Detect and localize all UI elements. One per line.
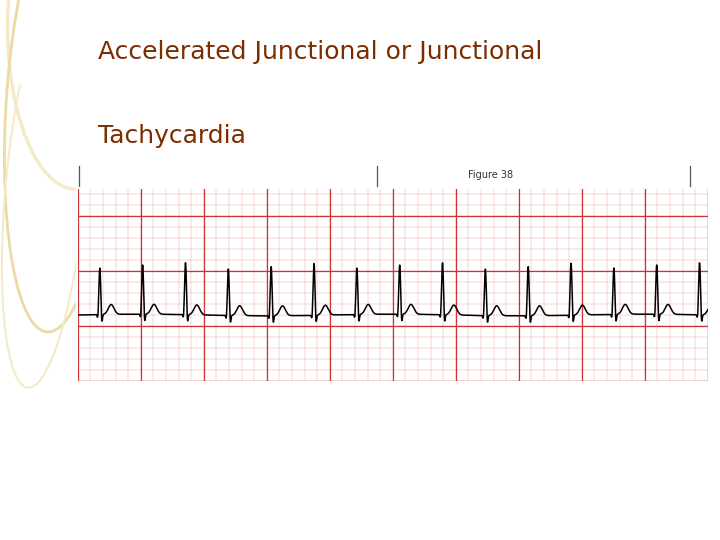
Text: Tachycardia: Tachycardia: [98, 124, 246, 147]
Text: Figure 38: Figure 38: [469, 170, 513, 180]
Text: Accelerated Junctional or Junctional: Accelerated Junctional or Junctional: [98, 40, 543, 64]
